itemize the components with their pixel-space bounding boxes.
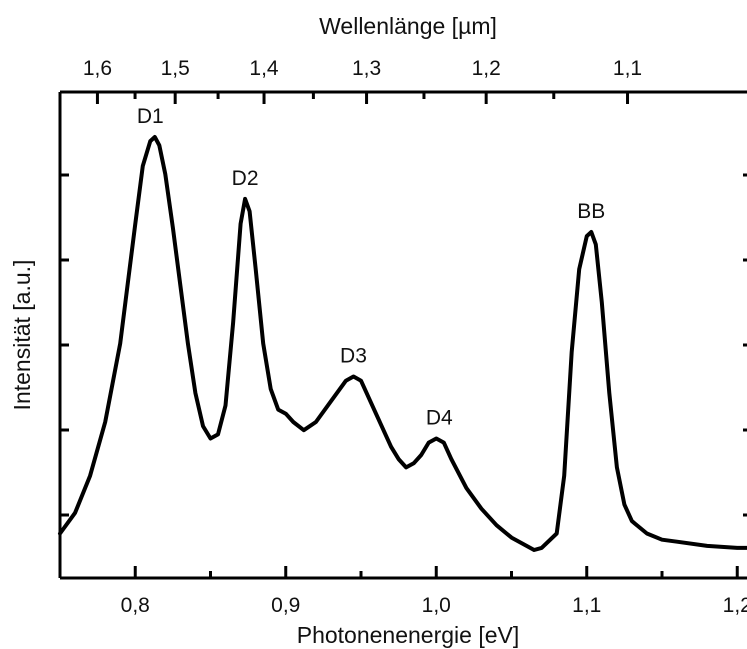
x-axis-title: Photonenenergie [eV] — [297, 622, 520, 648]
x2-tick-label: 1,6 — [83, 57, 112, 80]
x2-tick-label: 1,4 — [249, 57, 279, 80]
peak-labels: D1 D2 D3 D4 BB — [137, 105, 605, 429]
x2-axis-ticks: 1,6 1,5 1,4 1,3 1,2 1,1 — [83, 57, 642, 104]
peak-label-bb: BB — [577, 200, 605, 223]
peak-label-d1: D1 — [137, 105, 164, 128]
peak-label-d3: D3 — [340, 345, 367, 368]
x2-tick-label: 1,3 — [352, 57, 381, 80]
peak-label-d2: D2 — [232, 167, 259, 190]
x2-tick-label: 1,1 — [613, 57, 642, 80]
x2-tick-label: 1,2 — [472, 57, 501, 80]
x2-tick-label: 1,5 — [161, 57, 190, 80]
x-axis-ticks: 0,8 0,9 1,0 1,1 1,2 — [58, 566, 747, 617]
x-tick-label: 0,9 — [271, 594, 300, 617]
x-tick-label: 1,1 — [572, 594, 601, 617]
y-axis-ticks — [60, 173, 747, 517]
x-tick-label: 1,0 — [422, 594, 451, 617]
y-axis-title: Intensität [a.u.] — [9, 260, 35, 411]
peak-label-d4: D4 — [426, 406, 453, 429]
x2-axis-title: Wellenlänge [µm] — [319, 13, 497, 39]
x-tick-label: 1,2 — [723, 594, 747, 617]
series-line-spectrum — [58, 135, 747, 552]
x-tick-label: 0,8 — [121, 594, 150, 617]
